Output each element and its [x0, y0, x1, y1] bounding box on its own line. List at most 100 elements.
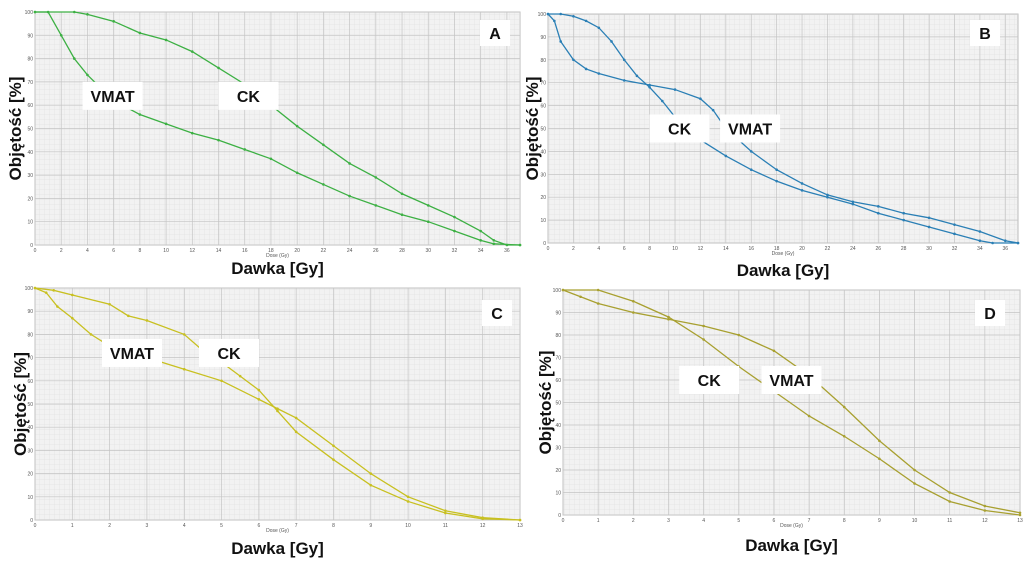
series-name: CK: [698, 373, 722, 390]
data-point: [444, 511, 447, 515]
data-point: [826, 193, 829, 197]
data-point: [220, 379, 223, 383]
axis-title-small: Dose (Gy): [266, 528, 289, 534]
series-name: VMAT: [110, 346, 154, 363]
data-point: [584, 19, 588, 23]
data-point: [479, 229, 482, 233]
data-point: [190, 131, 194, 135]
x-tick-label: 26: [875, 246, 881, 252]
data-point: [294, 416, 298, 420]
data-point: [724, 154, 728, 158]
data-point: [481, 517, 484, 521]
y-tick-label: 50: [555, 401, 561, 407]
y-tick-label: 40: [27, 425, 33, 431]
data-point: [73, 10, 76, 14]
x-tick-label: 11: [443, 523, 448, 529]
data-point: [597, 72, 601, 75]
x-tick-label: 30: [425, 248, 431, 254]
x-tick-label: 18: [774, 246, 780, 252]
y-tick-label: 70: [27, 80, 33, 86]
x-tick-label: 2: [632, 518, 635, 524]
data-point: [190, 50, 194, 53]
data-point: [948, 500, 951, 503]
data-point: [453, 229, 456, 233]
data-point: [257, 388, 261, 392]
data-point: [632, 311, 635, 314]
data-point: [559, 40, 563, 43]
panel-letter: D: [984, 306, 996, 323]
y-tick-label: 80: [555, 333, 561, 339]
data-point: [983, 504, 987, 508]
data-point: [648, 85, 651, 89]
x-tick-label: 0: [34, 523, 37, 529]
series-label: VMAT: [761, 366, 822, 394]
x-tick-label: 0: [562, 518, 565, 524]
panel-box: [480, 20, 510, 46]
label-box: [649, 114, 710, 143]
x-tick-label: 34: [977, 246, 983, 252]
data-point: [492, 239, 496, 242]
data-point: [1018, 511, 1022, 515]
x-tick-label: 16: [748, 246, 754, 252]
x-tick-label: 7: [295, 523, 298, 529]
data-point: [73, 57, 76, 60]
data-point: [1018, 513, 1022, 517]
data-point: [667, 315, 670, 319]
x-tick-label: 8: [332, 523, 335, 529]
y-tick-label: 20: [27, 472, 33, 478]
data-point: [374, 204, 378, 207]
x-tick-label: 32: [952, 246, 958, 252]
x-tick-label: 11: [947, 518, 952, 524]
data-point: [406, 495, 410, 499]
data-point: [505, 243, 509, 247]
y-tick-label: 50: [540, 127, 546, 133]
panel-box: [975, 300, 1005, 326]
panel-box: [970, 20, 1000, 46]
data-point: [1016, 241, 1020, 245]
x-tick-label: 5: [737, 518, 740, 524]
y-tick-label: 30: [27, 173, 33, 179]
x-tick-label: 1: [597, 518, 600, 524]
data-point: [953, 223, 956, 226]
data-point: [182, 333, 186, 336]
data-point: [71, 316, 74, 320]
series-name: CK: [217, 346, 241, 363]
label-box: [679, 366, 740, 394]
x-tick-label: 2: [572, 246, 575, 252]
data-point: [702, 324, 705, 328]
data-point: [610, 40, 613, 43]
data-point: [749, 150, 753, 153]
axis-title-small: Dose (Gy): [772, 251, 795, 257]
data-point: [33, 10, 37, 14]
y-tick-label: 10: [27, 495, 33, 501]
data-point: [479, 239, 482, 242]
data-point: [332, 444, 335, 448]
data-point: [826, 195, 829, 199]
data-point: [243, 148, 247, 151]
data-point: [89, 333, 93, 336]
y-axis-label: Objętość [%]: [536, 351, 555, 455]
x-tick-label: 20: [799, 246, 805, 252]
panel-letter: B: [979, 26, 991, 43]
y-tick-label: 60: [27, 379, 33, 385]
y-tick-label: 20: [555, 468, 561, 474]
data-point: [948, 491, 951, 494]
label-box: [102, 338, 162, 367]
data-point: [927, 225, 931, 229]
data-point: [1003, 239, 1007, 243]
data-point: [294, 430, 298, 434]
x-tick-label: 4: [597, 246, 600, 252]
data-point: [902, 211, 905, 215]
data-point: [332, 458, 335, 461]
data-point: [978, 239, 982, 243]
x-tick-label: 13: [517, 523, 523, 529]
axis-title-small: Dose (Gy): [266, 253, 289, 259]
x-tick-label: 22: [825, 246, 831, 252]
x-tick-label: 8: [138, 248, 141, 254]
panel-letter: A: [489, 26, 501, 43]
series-name: CK: [237, 89, 261, 106]
label-box: [82, 81, 143, 110]
data-point: [661, 99, 664, 103]
y-tick-label: 10: [27, 220, 33, 226]
series-name: VMAT: [91, 89, 135, 106]
